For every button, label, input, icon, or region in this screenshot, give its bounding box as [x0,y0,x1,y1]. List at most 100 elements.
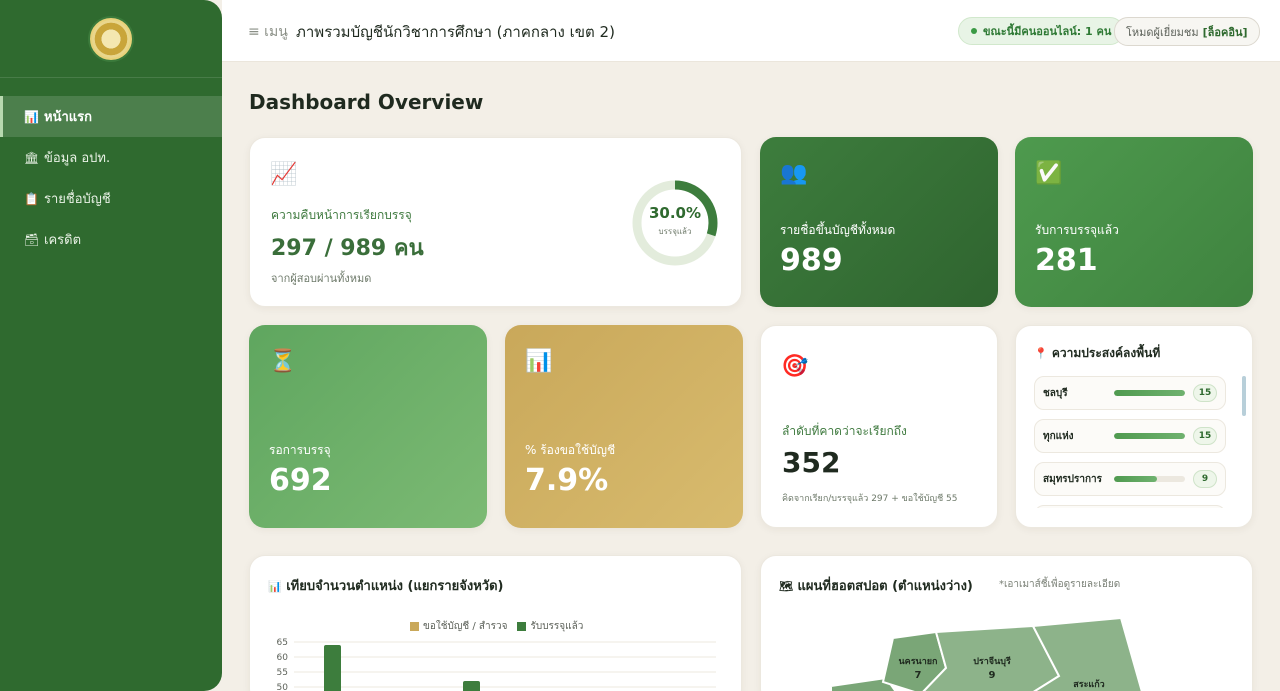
list-item[interactable]: สมุทรปราการ 9 [1034,462,1226,496]
mode-text: โหมดผู้เยี่ยมชม [1126,25,1199,39]
legend-swatch [517,622,527,631]
preference-title-text: ความประสงค์ลงพื้นที่ [1051,346,1161,360]
preference-bar-fill [1113,433,1186,439]
y-tick-label: 65 [277,638,288,648]
map-hint: *เอาเมาส์ชี้เพื่อดูรายละเอียด [999,579,1121,590]
preference-bar-fill [1113,390,1186,396]
preference-count: 9 [1193,470,1217,488]
preference-title: 📍 ความประสงค์ลงพื้นที่ [1034,344,1160,363]
rank-label: ลำดับที่คาดว่าจะเรียกถึง [782,424,907,438]
hotspot-map[interactable]: นครนายก 7 ปราจีนบุรี 9 สระแก้ว [761,556,1253,691]
sidebar-item-label: รายชื่อบัญชี [44,192,111,207]
region-value: 7 [915,670,922,681]
dashboard-title: Dashboard Overview [249,90,484,114]
sidebar-nav: 📊 หน้าแรก 🏛 ข้อมูล อปท. 📋 รายชื่อบัญชี 🗃… [0,96,222,260]
expected-rank-card: 🎯 ลำดับที่คาดว่าจะเรียกถึง 352 คิดจากเรี… [760,325,998,528]
sidebar-item-home[interactable]: 📊 หน้าแรก [0,96,222,137]
preference-bar [1113,476,1186,482]
scrollbar[interactable] [1242,376,1246,416]
chart-legend: ขอใช้บัญชี / สำรวจ รับบรรจุแล้ว [410,619,583,634]
y-tick-label: 50 [277,683,289,691]
preference-count: 15 [1193,384,1217,402]
legend-item[interactable]: ขอใช้บัญชี / สำรวจ [410,619,507,634]
stat-value: 281 [1035,243,1098,278]
pin-icon: 📍 [1034,347,1048,360]
map-region-sa-kaeo[interactable] [1011,616,1146,691]
page-title: ภาพรวมบัญชีนักวิชาการศึกษา (ภาคกลาง เขต … [296,23,615,41]
stat-value: 989 [780,243,843,278]
top-header: ≡ เมนู ภาพรวมบัญชีนักวิชาการศึกษา (ภาคกล… [222,0,1280,62]
online-dot-icon [971,28,977,34]
emblem-logo[interactable] [90,17,132,60]
list-item[interactable]: ชลบุรี 15 [1034,376,1226,410]
chart-icon: 📊 [24,109,39,124]
province-name: ทุกแห่ง [1043,430,1074,442]
hotspot-map-card: 🗺 แผนที่ฮอตสปอต (ตำแหน่งว่าง) *เอาเมาส์ช… [760,555,1253,691]
progress-value: 297 / 989 คน [271,236,424,261]
region-label: สระแก้ว [1073,679,1104,690]
progress-percent: 30.0% [648,204,702,222]
sidebar-item-organization[interactable]: 🏛 ข้อมูล อปท. [0,137,222,178]
people-icon: 👥 [780,161,808,186]
y-tick-label: 60 [277,653,289,663]
sidebar-item-list[interactable]: 📋 รายชื่อบัญชี [0,178,222,219]
preference-bar [1113,433,1186,439]
preference-bar-fill [1113,476,1157,482]
online-status-badge: ขณะนี้มีคนออนไลน์: 1 คน [958,17,1125,45]
chart-icon: 📊 [268,580,282,593]
stat-value: 692 [269,463,332,498]
region-value: 9 [989,670,996,681]
legend-swatch [410,622,419,631]
bar-chart-icon: 📊 [525,349,553,374]
progress-donut [632,180,718,266]
progress-label: ความคืบหน้าการเรียกบรรจุ [271,208,412,222]
rank-value: 352 [782,446,841,479]
map-title-text: แผนที่ฮอตสปอต (ตำแหน่งว่าง) [797,579,973,594]
progress-percent-sub: บรรจุแล้ว [658,227,692,236]
chart-bar[interactable] [463,681,480,691]
clipboard-icon: 📋 [24,191,39,206]
province-name: ชลบุรี [1043,387,1068,399]
sidebar-item-credit[interactable]: 🗃 เครดิต [0,219,222,260]
province-bar-chart: 65 60 55 50 [277,638,716,691]
hourglass-icon: ⏳ [269,349,297,374]
sidebar-item-label: เครดิต [44,233,82,248]
progress-sub: จากผู้สอบผ่านทั้งหมด [271,272,372,285]
stat-label: รับการบรรจุแล้ว [1035,223,1119,237]
chart-bar[interactable] [324,645,341,691]
check-icon: ✅ [1035,161,1063,186]
preference-count: 15 [1193,427,1217,445]
online-status-text: ขณะนี้มีคนออนไลน์: 1 คน [983,25,1112,38]
stat-label: % ร้องขอใช้บัญชี [525,443,616,457]
total-candidates-card: 👥 รายชื่อขึ้นบัญชีทั้งหมด 989 [760,137,998,307]
waiting-card: ⏳ รอการบรรจุ 692 [249,325,487,528]
stat-label: รอการบรรจุ [269,443,331,457]
region-label: ปราจีนบุรี [973,656,1011,667]
province-name: สมุทรปราการ [1043,473,1103,485]
login-mode-button[interactable]: โหมดผู้เยี่ยมชม [ล็อคอิน] [1114,17,1260,46]
building-icon: 🏛 [24,150,40,165]
rank-note: คิดจากเรียก/บรรจุแล้ว 297 + ขอใช้บัญชี 5… [782,494,958,504]
area-preference-card: 📍 ความประสงค์ลงพื้นที่ ชลบุรี 15 ทุกแห่ง… [1015,325,1253,528]
request-percent-card: 📊 % ร้องขอใช้บัญชี 7.9% [505,325,743,528]
legend-item[interactable]: รับบรรจุแล้ว [517,619,583,634]
logo-area [0,0,222,78]
list-item[interactable]: ทุกแห่ง 15 [1034,419,1226,453]
progress-card: 📈 ความคืบหน้าการเรียกบรรจุ 297 / 989 คน … [249,137,742,307]
menu-button[interactable]: ≡ เมนู [248,24,288,40]
map-title: 🗺 แผนที่ฮอตสปอต (ตำแหน่งว่าง) [779,575,973,596]
target-icon: 🎯 [781,354,809,379]
trend-up-icon: 📈 [270,162,298,187]
placed-card: ✅ รับการบรรจุแล้ว 281 [1015,137,1253,307]
region-label: นครนายก [899,657,938,667]
stat-label: รายชื่อขึ้นบัญชีทั้งหมด [780,223,896,237]
sidebar-item-label: หน้าแรก [44,110,92,125]
preference-list[interactable]: ชลบุรี 15 ทุกแห่ง 15 สมุทรปราการ 9 [1034,376,1226,508]
legend-label: ขอใช้บัญชี / สำรวจ [423,621,508,632]
province-chart-card: 📊 เทียบจำนวนตำแหน่ง (แยกรายจังหวัด) ขอใช… [249,555,742,691]
map-icon: 🗺 [779,580,793,593]
list-item[interactable] [1034,505,1226,508]
cabinet-icon: 🗃 [24,232,40,247]
map-region-west[interactable] [830,676,906,691]
login-link[interactable]: [ล็อคอิน] [1202,25,1248,39]
